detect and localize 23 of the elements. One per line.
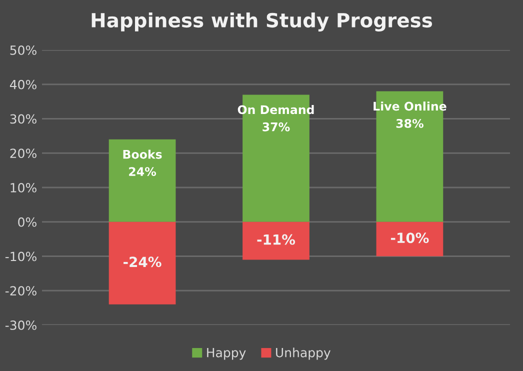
data-label: -11% xyxy=(257,234,296,245)
bar xyxy=(242,222,310,260)
bar xyxy=(108,222,176,304)
y-tick-label: 0% xyxy=(18,217,36,227)
data-label: 37% xyxy=(262,122,290,132)
bar xyxy=(108,139,176,222)
y-tick-label: 20% xyxy=(10,148,36,158)
legend-label: Happy xyxy=(207,348,246,360)
data-label: 24% xyxy=(129,167,156,176)
y-tick-label: 50% xyxy=(10,45,36,55)
bar xyxy=(376,222,444,256)
y-tick-label: 30% xyxy=(10,114,36,124)
data-label: -24% xyxy=(124,256,162,268)
y-tick-label: -30% xyxy=(5,320,36,330)
data-label: 38% xyxy=(396,118,424,128)
chart-title: Happiness with Study Progress xyxy=(92,12,432,32)
legend-label: Unhappy xyxy=(276,348,330,360)
y-tick-label: 40% xyxy=(10,80,36,90)
y-tick-label: -10% xyxy=(5,252,36,262)
y-tick-label: 10% xyxy=(10,182,36,192)
x-tick-label: Books xyxy=(123,150,162,159)
data-label: -10% xyxy=(390,232,429,244)
y-tick-label: -20% xyxy=(5,286,36,296)
